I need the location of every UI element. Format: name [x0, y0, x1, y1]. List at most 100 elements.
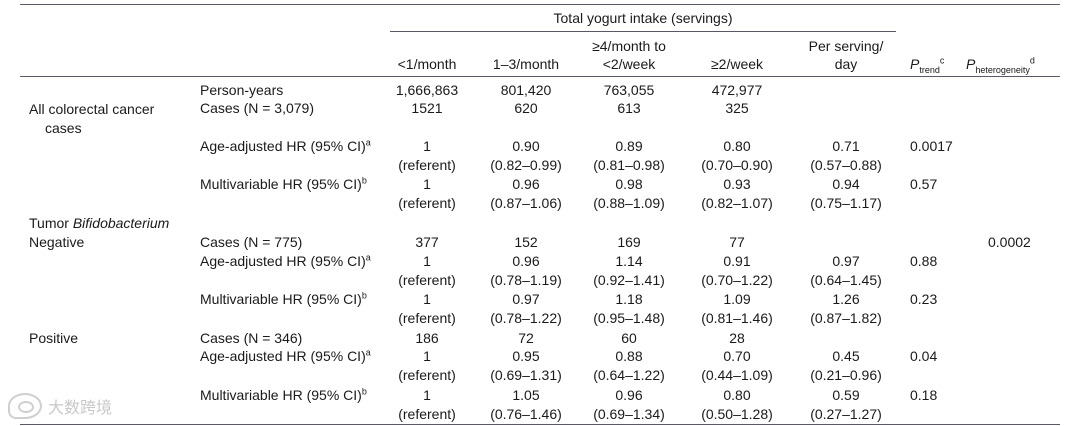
table-cell-all-age-ci-col4: (0.70–0.90)	[701, 157, 773, 173]
table-cell-all-age-ci-col2: (0.82–0.99)	[490, 157, 562, 173]
table-cell-all-age-ci-col5: (0.57–0.88)	[810, 157, 882, 173]
top-rule	[20, 4, 1060, 5]
table-cell-neg-cases-col3: 169	[617, 234, 641, 250]
col-header-1: <1/month	[397, 56, 457, 72]
table-cell-pos-cases-col1: 186	[415, 330, 439, 346]
table-cell-pos-age-ci-col5: (0.21–0.96)	[810, 367, 882, 383]
label-age-adjusted-all: Age-adjusted HR (95% CI)a	[200, 137, 371, 154]
ptrend-positive-multi: 0.18	[910, 387, 938, 403]
watermark: 大数跨境	[8, 393, 112, 419]
table-cell-all-age-ci-col1: (referent)	[398, 157, 456, 173]
table-cell-all-cases-col1: 1521	[411, 100, 443, 116]
table-cell-pos-age-ci-col2: (0.69–1.31)	[490, 367, 562, 383]
table-cell-pos-age-hr-col1: 1	[423, 348, 431, 364]
table-cell-pos-age-ci-col4: (0.44–1.09)	[701, 367, 773, 383]
table-cell-neg-age-ci-col5: (0.64–1.45)	[810, 272, 882, 288]
col-header-pheterogeneity: Pheterogeneityd	[966, 55, 1035, 75]
ptrend-all-age: 0.0017	[910, 138, 953, 154]
section-negative: Negative	[29, 234, 85, 250]
table-cell-neg-cases-col1: 377	[415, 234, 439, 250]
table-cell-pos-age-ci-col3: (0.64–1.22)	[593, 367, 665, 383]
table-cell-pos-multi-hr-col5: 0.59	[832, 387, 860, 403]
col-header-ptrend: Ptrendc	[910, 55, 945, 75]
table-cell-all-age-ci-col3: (0.81–0.98)	[593, 157, 665, 173]
table-cell-pos-age-hr-col3: 0.88	[615, 348, 643, 364]
table-cell-all-cases-col2: 620	[514, 100, 538, 116]
table-cell-person-years-col2: 801,420	[500, 82, 552, 98]
section-positive: Positive	[29, 330, 79, 346]
col-header-2: 1–3/month	[492, 56, 560, 72]
table-cell-pos-multi-hr-col2: 1.05	[512, 387, 540, 403]
label-age-adjusted-positive: Age-adjusted HR (95% CI)a	[200, 347, 371, 364]
table-cell-pos-multi-hr-col1: 1	[423, 387, 431, 403]
ptrend-positive-age: 0.04	[910, 348, 938, 364]
table-cell-all-multi-ci-col4: (0.82–1.07)	[701, 195, 773, 211]
table-cell-neg-cases-col2: 152	[514, 234, 538, 250]
ptrend-all-multi: 0.57	[910, 176, 938, 192]
table-cell-neg-multi-ci-col5: (0.87–1.82)	[810, 310, 882, 326]
table-cell-pos-multi-hr-col3: 0.96	[615, 387, 643, 403]
table-cell-neg-age-hr-col5: 0.97	[832, 253, 860, 269]
table-cell-pos-cases-col2: 72	[518, 330, 534, 346]
table-cell-all-multi-ci-col1: (referent)	[398, 195, 456, 211]
table-cell-neg-multi-hr-col3: 1.18	[615, 291, 643, 307]
label-cases-negative: Cases (N = 775)	[200, 234, 303, 250]
col-header-3-line2: <2/week	[602, 56, 656, 72]
table-cell-all-age-hr-col4: 0.80	[723, 138, 751, 154]
col-header-5-line1: Per serving/	[808, 38, 884, 54]
pheterogeneity-negative: 0.0002	[988, 234, 1031, 250]
table-cell-neg-multi-ci-col4: (0.81–1.46)	[701, 310, 773, 326]
table-cell-all-multi-hr-col2: 0.96	[512, 176, 540, 192]
section-tumor: Tumor Bifidobacterium	[29, 215, 170, 231]
table-cell-pos-multi-ci-col1: (referent)	[398, 406, 456, 422]
table-cell-all-multi-hr-col3: 0.98	[615, 176, 643, 192]
label-multivariable-negative: Multivariable HR (95% CI)b	[200, 290, 367, 307]
table-cell-neg-multi-hr-col2: 0.97	[512, 291, 540, 307]
label-cases-positive: Cases (N = 346)	[200, 330, 303, 346]
table-cell-pos-cases-col3: 60	[621, 330, 637, 346]
table-cell-neg-age-hr-col3: 1.14	[615, 253, 643, 269]
section-all-line1: All colorectal cancer	[29, 101, 155, 117]
table-cell-neg-multi-ci-col3: (0.95–1.48)	[593, 310, 665, 326]
header-bottom-rule	[20, 76, 1060, 77]
table-cell-neg-age-hr-col1: 1	[423, 253, 431, 269]
table-cell-neg-multi-ci-col2: (0.78–1.22)	[490, 310, 562, 326]
table-cell-neg-cases-col4: 77	[729, 234, 745, 250]
group-rule	[390, 31, 896, 32]
table-cell-pos-multi-hr-col4: 0.80	[723, 387, 751, 403]
table-cell-all-multi-ci-col2: (0.87–1.06)	[490, 195, 562, 211]
label-multivariable-positive: Multivariable HR (95% CI)b	[200, 386, 367, 403]
table-cell-person-years-col3: 763,055	[603, 82, 655, 98]
table-cell-all-multi-ci-col5: (0.75–1.17)	[810, 195, 882, 211]
table-cell-neg-multi-hr-col4: 1.09	[723, 291, 751, 307]
label-multivariable-all: Multivariable HR (95% CI)b	[200, 175, 367, 192]
table-cell-neg-age-ci-col3: (0.92–1.41)	[593, 272, 665, 288]
table-cell-all-multi-hr-col1: 1	[423, 176, 431, 192]
table-cell-all-multi-ci-col3: (0.88–1.09)	[593, 195, 665, 211]
table-cell-pos-age-hr-col2: 0.95	[512, 348, 540, 364]
table-cell-neg-multi-hr-col1: 1	[423, 291, 431, 307]
table-cell-neg-multi-hr-col5: 1.26	[832, 291, 860, 307]
table-cell-all-multi-hr-col5: 0.94	[832, 176, 860, 192]
table-cell-neg-age-hr-col4: 0.91	[723, 253, 751, 269]
section-all-line2: cases	[45, 120, 82, 136]
table-cell-all-cases-col3: 613	[617, 100, 641, 116]
table-cell-neg-age-ci-col4: (0.70–1.22)	[701, 272, 773, 288]
table-cell-all-age-hr-col3: 0.89	[615, 138, 643, 154]
table-cell-all-cases-col4: 325	[725, 100, 749, 116]
table-cell-neg-age-ci-col2: (0.78–1.19)	[490, 272, 562, 288]
table-cell-pos-age-hr-col5: 0.45	[832, 348, 860, 364]
table-cell-pos-age-hr-col4: 0.70	[723, 348, 751, 364]
table-cell-all-age-hr-col1: 1	[423, 138, 431, 154]
col-header-4: ≥2/week	[710, 56, 764, 72]
table-cell-pos-age-ci-col1: (referent)	[398, 367, 456, 383]
table-cell-person-years-col4: 472,977	[711, 82, 763, 98]
label-cases-all: Cases (N = 3,079)	[200, 100, 314, 116]
col-header-5-line2: day	[834, 56, 858, 72]
table-cell-pos-multi-ci-col5: (0.27–1.27)	[810, 406, 882, 422]
table-cell-pos-multi-ci-col4: (0.50–1.28)	[701, 406, 773, 422]
bottom-rule	[20, 424, 1060, 425]
watermark-logo-icon	[8, 393, 42, 419]
table-cell-neg-multi-ci-col1: (referent)	[398, 310, 456, 326]
table-cell-person-years-col1: 1,666,863	[395, 82, 459, 98]
